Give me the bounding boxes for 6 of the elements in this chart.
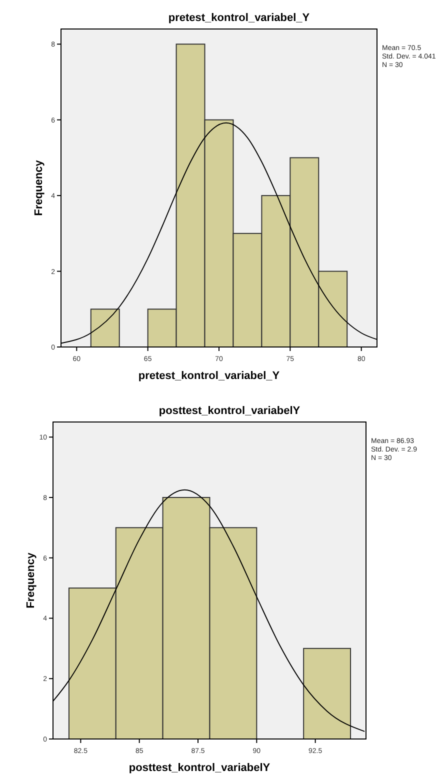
chart-title: posttest_kontrol_variabelY	[158, 405, 301, 417]
x-axis-title: pretest_kontrol_variabel_Y	[138, 370, 280, 382]
y-axis-title: Frequency	[25, 552, 37, 608]
y-axis-title: Frequency	[33, 159, 45, 216]
chart-title: pretest_kontrol_variabel_Y	[168, 12, 310, 24]
x-axis-title: posttest_kontrol_variabelY	[128, 762, 271, 774]
